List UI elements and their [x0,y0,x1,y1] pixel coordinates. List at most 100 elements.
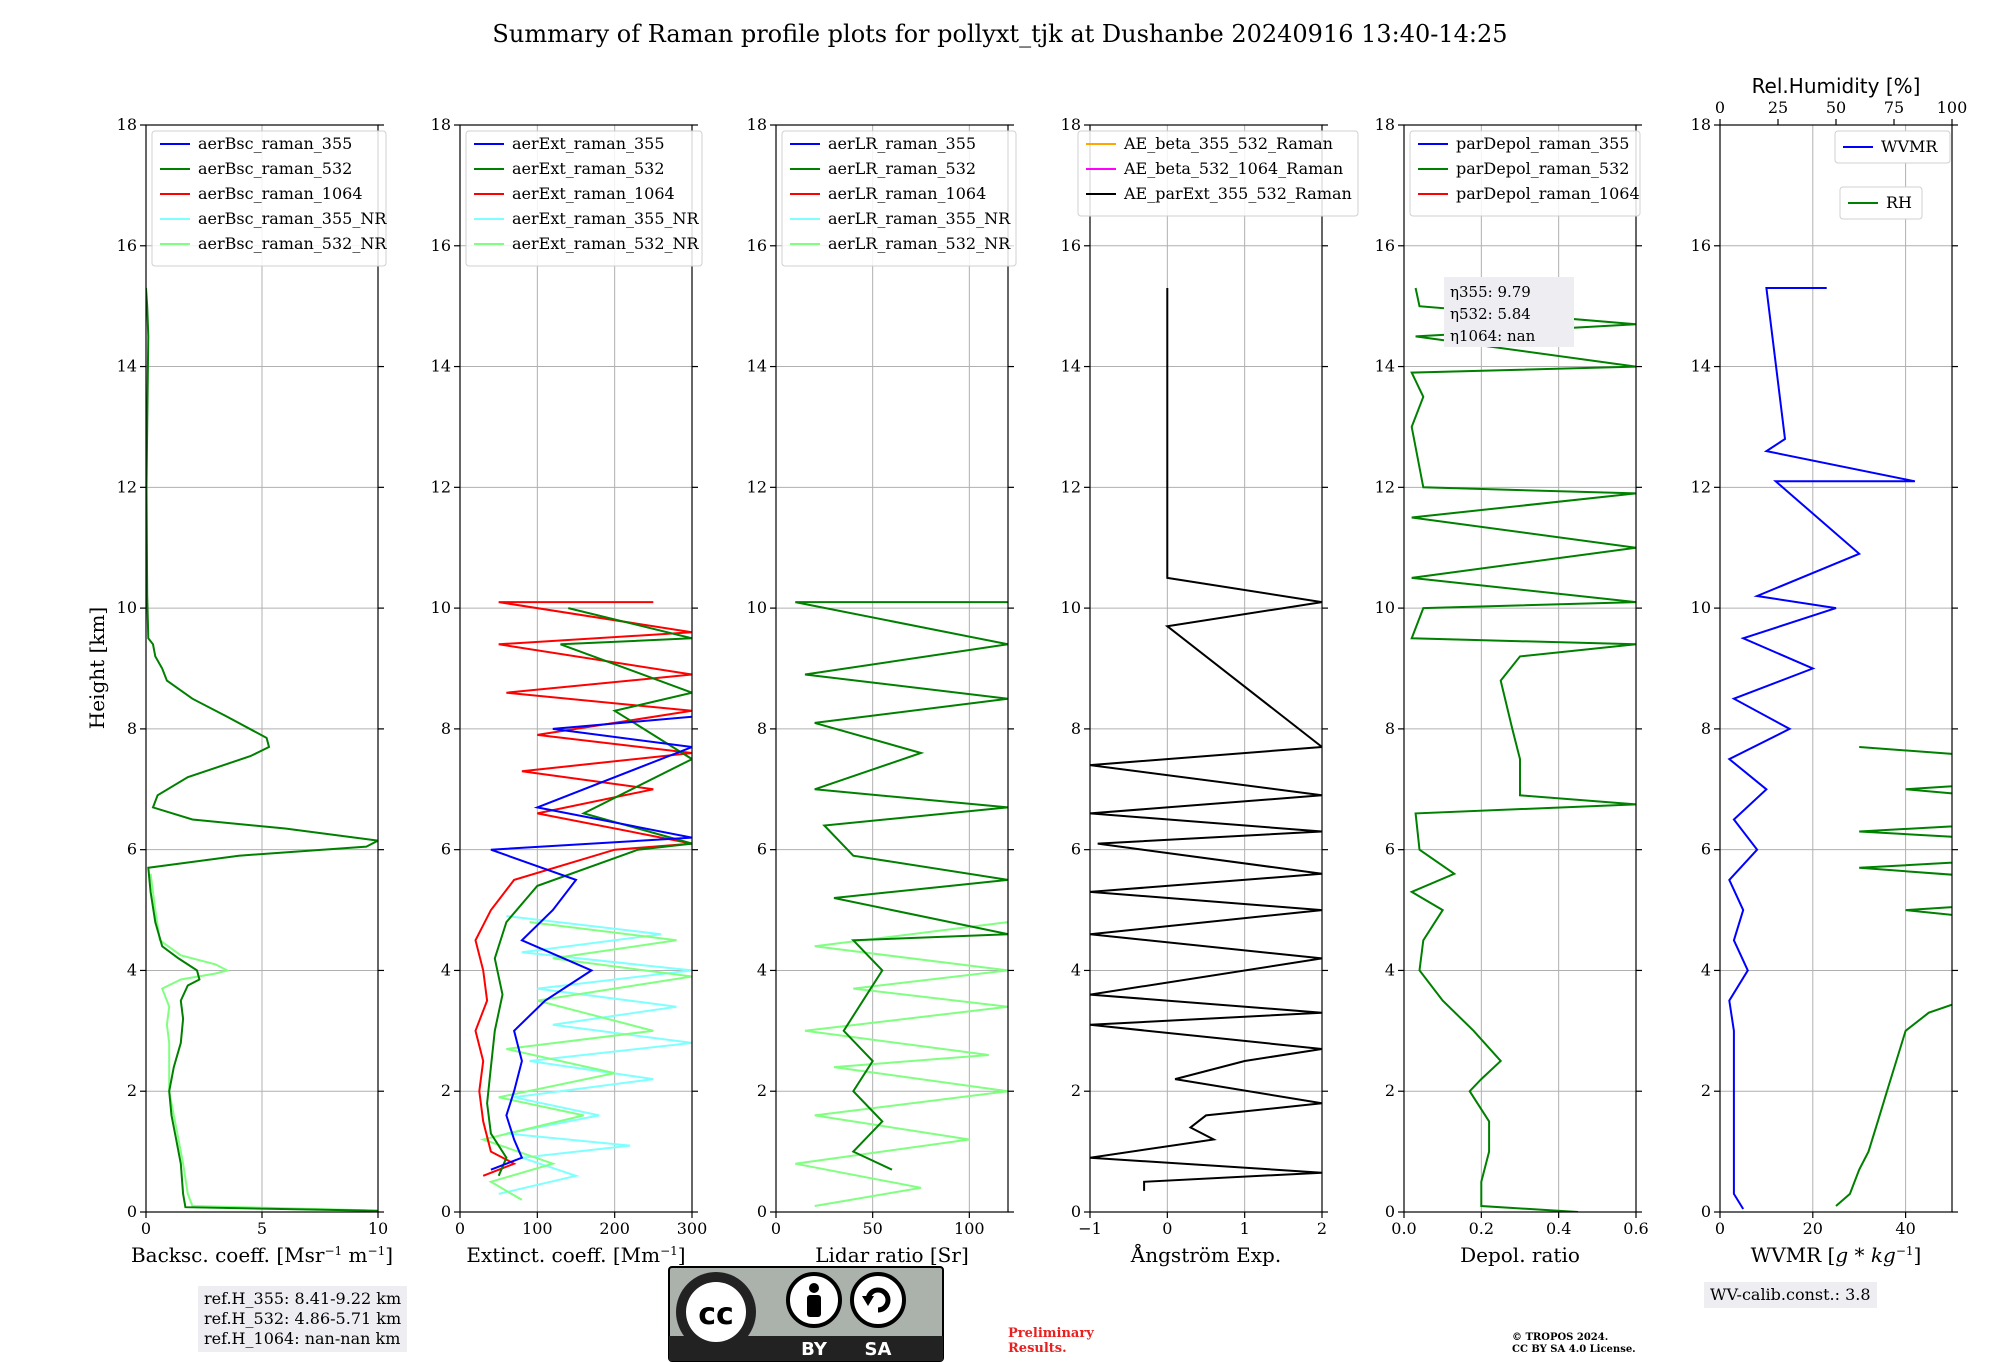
x-axis-label: Extinct. coeff. [Mm−1] [466,1243,685,1267]
x-axis-label: WVMR [g * kg−1] [1751,1243,1922,1267]
plot-frame [459,124,693,1213]
x-tick-label: 0 [771,1219,781,1238]
x-tick-label: 40 [1895,1219,1915,1238]
series-line-WVMR [1727,287,1916,1210]
legend-label: AE_beta_532_1064_Raman [1123,159,1343,178]
x-tick-label: 0.0 [1391,1219,1416,1238]
panel-3: 0 50 100 0 2 4 6 8 10 12 14 16 18 Lidar ratio [Sr] aer… [747,115,1017,1267]
ref-height-1064: ref.H_1064: nan-nan km [204,1329,401,1348]
legend-label: aerBsc_raman_355_NR [198,209,387,228]
legend-label: parDepol_raman_1064 [1456,184,1640,203]
eta-line: η355: 9.79 [1450,283,1531,301]
legend-label: AE_beta_355_532_Raman [1123,134,1333,153]
series-line-aerBsc_raman_532 [146,287,378,1212]
x-axis-label: Backsc. coeff. [Msr−1 m−1] [131,1243,393,1267]
y-tick-label: 18 [1375,115,1395,134]
legend-label: aerExt_raman_532 [512,159,665,178]
y-tick-label: 10 [1061,598,1081,617]
x-tick-label: 0.4 [1546,1219,1571,1238]
series-line-aerExt_raman_355_NR [498,915,692,1195]
legend-label: WVMR [1881,137,1938,156]
y-tick-label: 14 [747,357,767,376]
legend: WVMR RH [1834,130,1951,220]
panel-6: 0 20 40 0 2 4 6 8 10 12 14 16 18 WVMR [g * kg−1] 0 25 50… [1691,74,1968,1267]
legend-label: aerBsc_raman_532_NR [198,234,387,253]
y-tick-label: 4 [127,960,137,979]
plot-frame [1403,124,1637,1213]
x-tick-label: 100 [522,1219,553,1238]
top-x-tick-label: 75 [1884,98,1904,117]
panel-2: 0 100 200 300 0 2 4 6 8 10 12 14 16 18 Extinct. coeff.… [431,115,708,1267]
y-tick-label: 10 [747,598,767,617]
series-line-aerLR_raman_532 [795,601,1008,1171]
y-tick-label: 4 [1385,960,1395,979]
y-tick-label: 10 [1375,598,1395,617]
y-tick-label: 2 [1385,1081,1395,1100]
copyright-line-2: CC BY SA 4.0 License. [1512,1344,1636,1355]
y-tick-label: 8 [1385,719,1395,738]
wv-calib-text: WV-calib.const.: 3.8 [1710,1285,1871,1304]
cc-license-badge: cc BY SA [668,1266,944,1362]
y-tick-label: 12 [117,477,137,496]
legend-label: aerLR_raman_355 [828,134,976,153]
legend-label: RH [1886,193,1912,212]
legend: aerExt_raman_355 aerExt_raman_532 aerExt_r… [465,130,703,267]
x-tick-label: 2 [1317,1219,1327,1238]
y-tick-label: 12 [747,477,767,496]
plot-frame [1719,124,1953,1213]
x-axis-label: Ångström Exp. [1130,1242,1281,1267]
y-tick-label: 12 [431,477,451,496]
y-tick-label: 16 [1061,236,1081,255]
y-tick-label: 6 [757,840,767,859]
eta-line: η1064: nan [1450,327,1536,345]
y-tick-label: 12 [1375,477,1395,496]
panel-5: 0.0 0.2 0.4 0.6 0 2 4 6 8 10 12 14 16 18 Depol. ratio p… [1375,115,1649,1267]
legend-label: aerExt_raman_355_NR [512,209,700,228]
y-tick-label: 14 [431,357,451,376]
top-x-tick-label: 100 [1937,98,1968,117]
x-tick-label: 20 [1803,1219,1823,1238]
x-tick-label: 1 [1240,1219,1250,1238]
y-tick-label: 0 [1385,1202,1395,1221]
by-label: BY [801,1339,828,1360]
y-tick-label: 6 [1385,840,1395,859]
legend: parDepol_raman_355 parDepol_raman_532 parD… [1409,130,1641,217]
legend-box [781,130,1017,267]
wv-calib-box: WV-calib.const.: 3.8 [1704,1282,1877,1308]
x-tick-label: 5 [257,1219,267,1238]
x-axis-label: Lidar ratio [Sr] [815,1243,969,1267]
y-tick-label: 8 [1071,719,1081,738]
y-tick-label: 6 [127,840,137,859]
x-tick-label: 0 [141,1219,151,1238]
y-tick-label: 18 [431,115,451,134]
sa-share-alike-icon [850,1272,906,1328]
y-tick-label: 2 [757,1081,767,1100]
series-group [795,601,1008,1207]
y-tick-label: 14 [1375,357,1395,376]
series-group [146,287,378,1212]
legend: aerLR_raman_355 aerLR_raman_532 aerLR_rama… [781,130,1017,267]
plot-frame [1089,124,1323,1213]
copyright-line-1: © TROPOS 2024. [1512,1332,1609,1343]
y-axis-label: Height [km] [85,607,109,729]
legend-label: aerExt_raman_1064 [512,184,675,203]
legend-label: aerExt_raman_355 [512,134,665,153]
y-tick-label: 6 [1071,840,1081,859]
legend-box [465,130,703,267]
x-tick-label: 0.2 [1469,1219,1494,1238]
legend-label: aerBsc_raman_1064 [198,184,363,203]
y-tick-label: 18 [117,115,137,134]
legend-box [1834,130,1951,164]
series-line-aerExt_raman_355 [490,715,692,1171]
series-group [474,601,692,1201]
y-tick-label: 8 [757,719,767,738]
reference-heights-box: ref.H_355: 8.41-9.22 km ref.H_532: 4.86-… [198,1286,408,1352]
y-tick-label: 10 [1691,598,1711,617]
legend-label: aerExt_raman_532_NR [512,234,700,253]
ref-height-532: ref.H_532: 4.86-5.71 km [204,1309,402,1328]
y-tick-label: 4 [1701,960,1711,979]
y-tick-label: 6 [441,840,451,859]
y-tick-label: 12 [1691,477,1711,496]
x-tick-label: 200 [599,1219,630,1238]
